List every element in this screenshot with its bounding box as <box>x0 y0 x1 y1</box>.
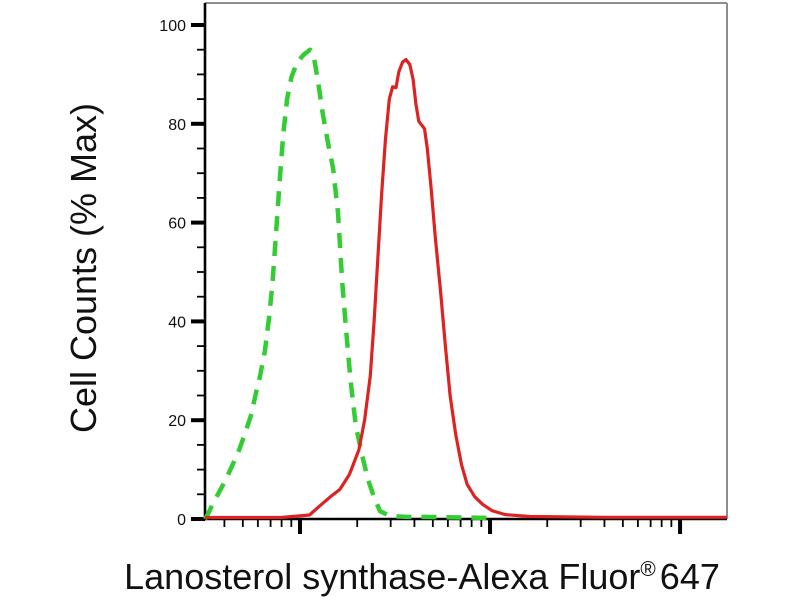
y-tick-label: 80 <box>168 117 186 134</box>
y-tick-label: 60 <box>168 216 186 233</box>
y-tick-label: 0 <box>177 512 186 529</box>
green-dashed-control-curve <box>203 47 494 521</box>
y-tick-label: 20 <box>168 413 186 430</box>
x-axis-label: Lanosterol synthase-Alexa Fluor® 647 <box>124 556 720 598</box>
y-tick-label: 40 <box>168 314 186 331</box>
registered-trademark-symbol: ® <box>640 558 656 581</box>
red-solid-stained-curve <box>205 58 727 520</box>
x-axis-label-main: Lanosterol synthase-Alexa Fluor <box>124 556 641 597</box>
y-tick-label: 100 <box>159 18 186 35</box>
x-axis-label-number: 647 <box>659 556 720 597</box>
